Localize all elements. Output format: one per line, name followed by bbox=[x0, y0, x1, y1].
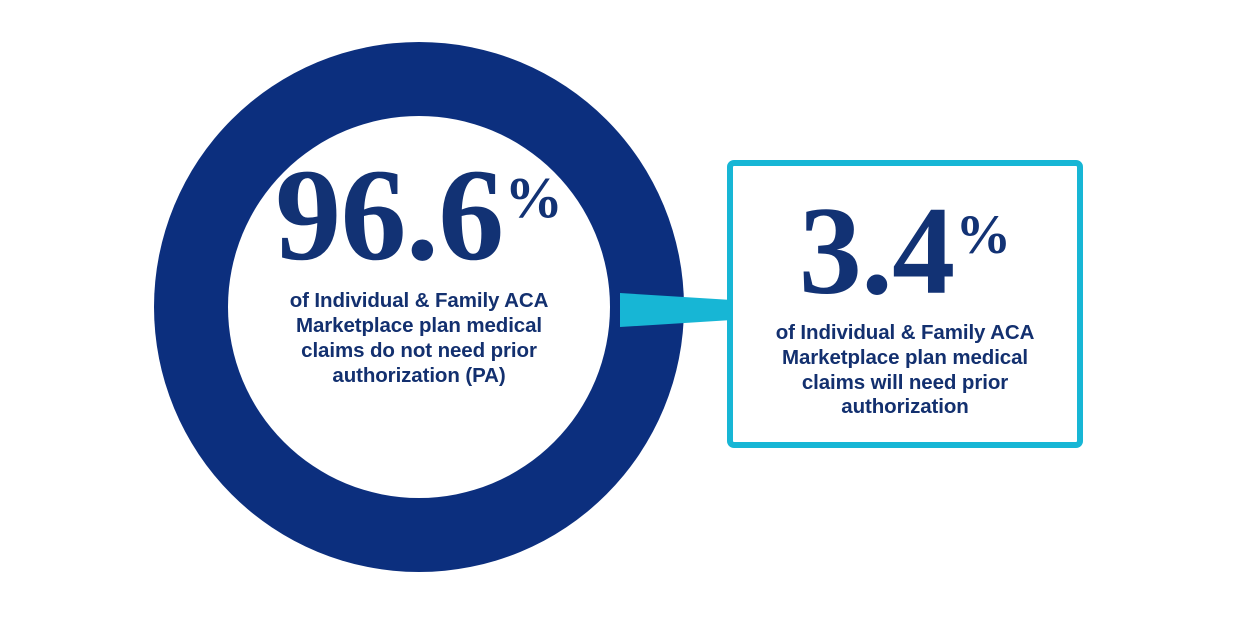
donut-description-line-1: of Individual & Family ACA bbox=[289, 289, 549, 313]
callout-description-line-3: claims will need prior bbox=[801, 370, 1009, 394]
callout-percent-symbol: % bbox=[955, 204, 1012, 266]
donut-chart: 96.6% of Individual & Family ACA Marketp… bbox=[154, 42, 684, 572]
callout-connector bbox=[612, 285, 737, 337]
connector-taper-shape bbox=[620, 293, 732, 327]
donut-percent-symbol: % bbox=[504, 165, 563, 231]
callout-description-line-1: of Individual & Family ACA bbox=[775, 320, 1035, 344]
callout-description-line-4: authorization bbox=[841, 395, 969, 419]
callout-box: 3.4% of Individual & Family ACA Marketpl… bbox=[727, 160, 1083, 448]
callout-stat-number: 3.4 bbox=[798, 182, 955, 321]
donut-hole bbox=[228, 116, 610, 498]
donut-stat-value: 96.6% bbox=[204, 149, 634, 281]
donut-label-group: 96.6% of Individual & Family ACA Marketp… bbox=[204, 149, 634, 389]
callout-description: of Individual & Family ACA Marketplace p… bbox=[765, 321, 1045, 420]
donut-stat-number: 96.6 bbox=[275, 141, 504, 288]
callout-stat-value: 3.4% bbox=[733, 189, 1077, 315]
callout-label-group: 3.4% of Individual & Family ACA Marketpl… bbox=[733, 189, 1077, 420]
donut-description-line-3: claims do not need prior bbox=[301, 339, 537, 363]
donut-description-line-2: Marketplace plan medical bbox=[296, 314, 542, 338]
donut-description-line-4: authorization (PA) bbox=[332, 363, 506, 387]
callout-description-line-2: Marketplace plan medical bbox=[782, 345, 1028, 369]
donut-description: of Individual & Family ACA Marketplace p… bbox=[254, 289, 584, 388]
